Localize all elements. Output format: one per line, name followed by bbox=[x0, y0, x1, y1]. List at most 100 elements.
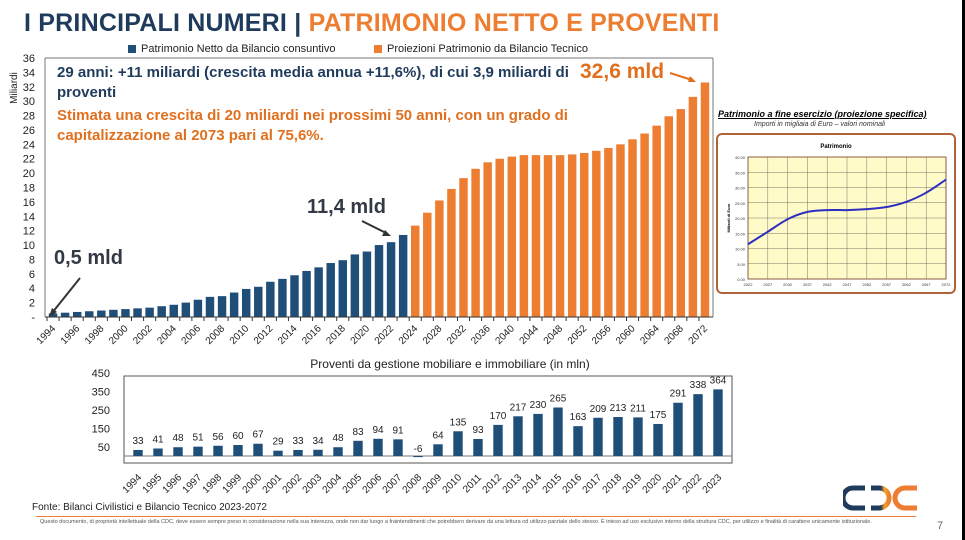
bar-2007 bbox=[393, 439, 403, 456]
bar-1997 bbox=[85, 311, 94, 317]
note-projection: Stimata una crescita di 20 miliardi nei … bbox=[57, 107, 568, 144]
x-tick-label: 2052 bbox=[566, 323, 590, 347]
bar-2044 bbox=[531, 155, 541, 317]
bar-2050 bbox=[567, 154, 577, 317]
inset-x-tick: 2022 bbox=[744, 282, 754, 287]
y-tick-label: 18 bbox=[23, 183, 35, 195]
callout-arrow-mid bbox=[361, 220, 387, 234]
callout-arrowhead-end bbox=[688, 76, 696, 82]
y-tick-label: 30 bbox=[23, 96, 35, 108]
x-tick-label: 2019 bbox=[621, 472, 645, 496]
x-tick-label: 1995 bbox=[141, 472, 165, 496]
inset-x-tick: 2062 bbox=[902, 282, 912, 287]
bar-2026 bbox=[423, 212, 432, 317]
proventi-title: Proventi da gestione mobiliare e immobil… bbox=[310, 357, 589, 371]
x-tick-label: 2008 bbox=[204, 323, 228, 347]
x-tick-label: 2010 bbox=[441, 472, 465, 496]
x-tick-label: 2007 bbox=[381, 472, 405, 496]
bar-1998 bbox=[213, 445, 223, 456]
legend-label: Proiezioni Patrimonio da Bilancio Tecnic… bbox=[387, 43, 588, 55]
x-tick-label: 2036 bbox=[469, 323, 493, 347]
data-label: 51 bbox=[192, 433, 204, 444]
inset-x-tick: 2072 bbox=[942, 282, 952, 287]
inset-title: Patrimonio a fine esercizio (proiezione … bbox=[718, 109, 927, 119]
data-label: 64 bbox=[432, 430, 444, 441]
x-tick-label: 2002 bbox=[131, 323, 155, 347]
bar-2028 bbox=[435, 200, 444, 317]
x-tick-label: 2020 bbox=[349, 323, 373, 347]
y-tick-label: 16 bbox=[23, 197, 35, 209]
x-tick-label: 2000 bbox=[241, 472, 265, 496]
data-label: 29 bbox=[272, 437, 284, 448]
x-tick-label: 2016 bbox=[300, 323, 324, 347]
x-tick-label: 2010 bbox=[228, 323, 252, 347]
x-tick-label: 2020 bbox=[641, 472, 665, 496]
inset-ticks: 0.00 5.00 10.00 15.00 20.00 25.00 30.00 35.00 40… bbox=[735, 155, 951, 287]
bar-2015 bbox=[302, 270, 311, 317]
data-label: -6 bbox=[414, 444, 423, 455]
inset-x-tick: 2037 bbox=[803, 282, 813, 287]
x-tick-label: 1996 bbox=[59, 323, 83, 347]
bar-1996 bbox=[72, 311, 82, 317]
x-tick-label: 2009 bbox=[421, 472, 445, 496]
x-tick-label: 2013 bbox=[501, 472, 525, 496]
bar-2034 bbox=[471, 168, 480, 317]
bar-2058 bbox=[616, 144, 625, 317]
y-tick-label: 250 bbox=[92, 405, 110, 417]
bar-2016 bbox=[573, 426, 583, 456]
note-historical-growth: 29 anni: +11 miliardi (crescita media an… bbox=[57, 64, 569, 101]
y-tick-label: 24 bbox=[23, 139, 35, 151]
data-label: 67 bbox=[252, 430, 264, 441]
inset-y-tick: 5.00 bbox=[737, 262, 746, 267]
data-label: 170 bbox=[490, 411, 507, 422]
x-tick-label: 2002 bbox=[281, 472, 305, 496]
inset-series-line bbox=[747, 178, 947, 246]
y-tick-label: 10 bbox=[23, 240, 35, 252]
bar-2003 bbox=[157, 306, 166, 317]
bar-2017 bbox=[326, 263, 335, 317]
x-tick-label: 2001 bbox=[261, 472, 285, 496]
x-tick-label: 1996 bbox=[161, 472, 185, 496]
x-tick-label: 2022 bbox=[681, 472, 705, 496]
data-label: 33 bbox=[292, 436, 304, 447]
inset-grid bbox=[747, 156, 947, 280]
bar-2068 bbox=[676, 109, 686, 317]
bar-2019 bbox=[350, 254, 360, 317]
y-tick-label: 150 bbox=[92, 424, 110, 436]
inset-line-chart: Patrimonio 0.00 5.00 10.00 15.00 20.00 25.00 3… bbox=[726, 144, 951, 287]
page-number: 7 bbox=[937, 520, 944, 532]
y-axis-label: Miliardi bbox=[9, 72, 20, 104]
data-label: 48 bbox=[172, 433, 184, 444]
data-label: 135 bbox=[450, 417, 467, 428]
bar-2052 bbox=[580, 152, 589, 317]
bar-2001 bbox=[133, 308, 142, 317]
data-label: 48 bbox=[332, 433, 344, 444]
legend-item-proiezioni: Proiezioni Patrimonio da Bilancio Tecnic… bbox=[374, 43, 588, 55]
x-tick-label: 2068 bbox=[662, 323, 686, 347]
bar-2003 bbox=[313, 449, 323, 456]
x-tick-label: 2005 bbox=[341, 472, 365, 496]
callout-arrowhead-mid bbox=[382, 230, 391, 236]
x-tick-label: 1994 bbox=[121, 472, 145, 496]
x-tick-label: 2022 bbox=[373, 323, 397, 347]
inset-subtitle: Importi in migliaia di Euro – valori nom… bbox=[754, 121, 886, 128]
data-label: 364 bbox=[710, 375, 727, 386]
x-tick-label: 2006 bbox=[180, 323, 204, 347]
data-label: 33 bbox=[132, 436, 144, 447]
x-tick-label: 2014 bbox=[521, 472, 545, 496]
x-tick-label: 2006 bbox=[361, 472, 385, 496]
x-tick-label: 2000 bbox=[107, 323, 131, 347]
bar-2064 bbox=[652, 125, 661, 317]
x-tick-label: 2017 bbox=[581, 472, 605, 496]
bar-1996 bbox=[173, 447, 183, 456]
bar-2054 bbox=[592, 150, 601, 317]
x-tick-label: 2023 bbox=[701, 472, 725, 496]
bar-2000 bbox=[121, 309, 130, 317]
bar-2046 bbox=[543, 155, 553, 317]
x-tick-label: 1999 bbox=[221, 472, 245, 496]
data-label: 175 bbox=[650, 410, 667, 421]
inset-x-tick: 2047 bbox=[843, 282, 853, 287]
y-tick-label: 14 bbox=[23, 211, 35, 223]
inset-x-tick: 2067 bbox=[922, 282, 932, 287]
bar-1995 bbox=[60, 312, 70, 317]
